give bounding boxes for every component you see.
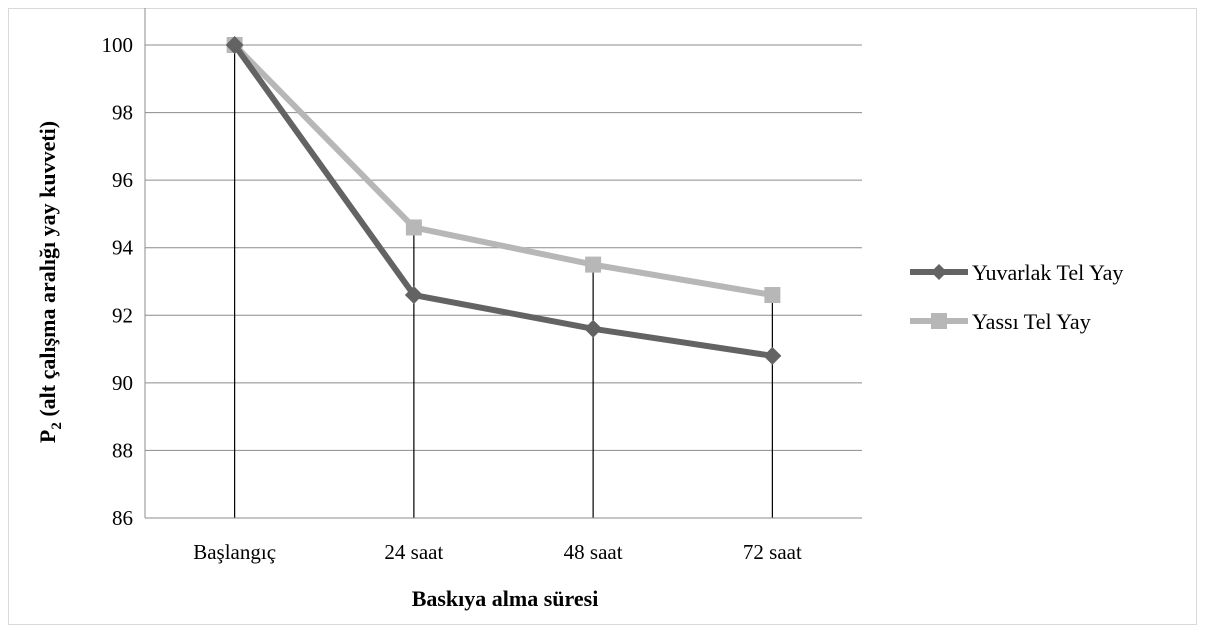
legend-label-yuvarlak: Yuvarlak Tel Yay <box>972 260 1123 285</box>
legend-item-yassi: Yassı Tel Yay <box>910 309 1091 334</box>
drop-lines <box>234 45 773 518</box>
y-tick-label: 92 <box>112 303 133 327</box>
series-line <box>232 42 773 298</box>
data-point <box>405 219 422 236</box>
legend-marker-diamond <box>931 264 947 280</box>
data-point <box>225 36 244 54</box>
x-tick-label: 24 saat <box>384 540 443 564</box>
x-axis-title: Baskıya alma süresi <box>412 586 599 611</box>
y-tick-label: 98 <box>112 101 133 125</box>
legend: Yuvarlak Tel Yay Yassı Tel Yay <box>910 260 1123 334</box>
x-tick-labels: Başlangıç 24 saat 48 saat 72 saat <box>193 540 802 564</box>
data-point <box>585 256 602 273</box>
axes <box>144 8 862 519</box>
legend-marker-square <box>931 313 947 329</box>
y-axis-title-subscript: 2 <box>49 422 65 430</box>
legend-item-yuvarlak: Yuvarlak Tel Yay <box>910 260 1123 285</box>
x-tick-label: 72 saat <box>743 540 802 564</box>
chart-frame <box>8 8 1197 625</box>
series-0 <box>225 36 782 365</box>
data-point <box>404 286 423 305</box>
y-tick-label: 96 <box>112 168 133 192</box>
y-axis-title: P2 (alt çalışma aralığı yay kuvveti) <box>35 121 65 443</box>
data-point <box>763 346 782 365</box>
gridlines <box>145 44 862 451</box>
x-tick-label: Başlangıç <box>193 540 276 564</box>
y-axis-title-rest: (alt çalışma aralığı yay kuvveti) <box>35 121 60 422</box>
data-point <box>584 319 603 338</box>
y-tick-label: 94 <box>112 236 134 260</box>
y-tick-labels: 86 88 90 92 94 96 98 100 <box>102 33 134 530</box>
y-tick-label: 88 <box>112 438 133 462</box>
y-tick-label: 100 <box>102 33 134 57</box>
y-tick-label: 90 <box>112 371 133 395</box>
legend-label-yassi: Yassı Tel Yay <box>972 309 1091 334</box>
x-tick-label: 48 saat <box>564 540 623 564</box>
y-tick-label: 86 <box>112 506 133 530</box>
series-lines <box>225 36 782 365</box>
series-line <box>232 43 773 359</box>
series-1 <box>226 37 781 304</box>
y-axis-title-main: P <box>35 430 60 443</box>
data-point <box>764 287 781 304</box>
